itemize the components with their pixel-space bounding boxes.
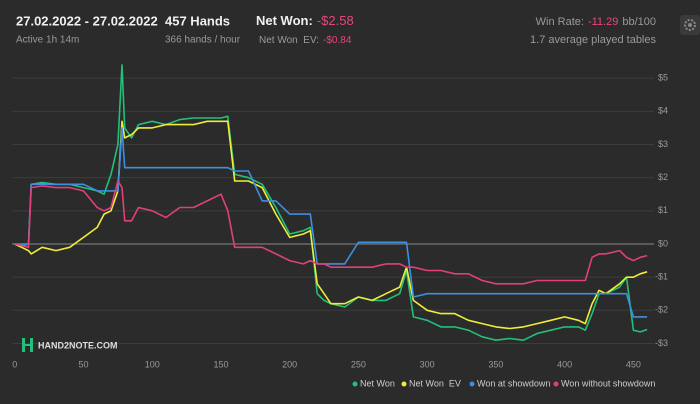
- legend-dot: [352, 381, 358, 387]
- net-won-ev-label: Net Won EV:: [259, 35, 319, 46]
- x-tick-label: 0: [12, 359, 17, 369]
- legend-label: Won at showdown: [477, 378, 550, 388]
- active-time: Active 1h 14m: [16, 35, 79, 46]
- logo-mark: [22, 344, 33, 346]
- legend-label: Net Won: [360, 378, 395, 388]
- watermark: HAND2NOTE.COM: [38, 340, 118, 350]
- win-rate-value: -11.29: [588, 16, 618, 28]
- series-line: [14, 120, 648, 330]
- settings-button[interactable]: [680, 15, 700, 35]
- y-tick-label: $2: [658, 172, 668, 182]
- x-tick-label: 200: [282, 359, 297, 369]
- stat: Win Rate: -11.29 bb/100: [536, 16, 656, 28]
- net-won-value: -$2.58: [317, 13, 354, 28]
- y-tick-label: -$3: [655, 338, 668, 348]
- tables: 1.7 average played tables: [530, 34, 656, 46]
- x-tick-label: 450: [626, 359, 641, 369]
- hands: 457 Hands: [165, 13, 230, 28]
- series-line: [14, 64, 648, 341]
- x-tick-label: 50: [78, 359, 88, 369]
- gear-hub[interactable]: [688, 23, 692, 27]
- hands-per-hour: 366 hands / hour: [165, 35, 241, 46]
- stat: Net Won EV: -$0.84: [259, 35, 352, 46]
- win-rate-unit: bb/100: [622, 16, 656, 28]
- y-tick-label: $1: [658, 205, 668, 215]
- y-tick-label: -$2: [655, 305, 668, 315]
- legend-dot: [401, 381, 407, 387]
- date-range: 27.02.2022 - 27.02.2022: [16, 13, 158, 28]
- y-tick-label: -$1: [655, 272, 668, 282]
- y-tick-label: $5: [658, 73, 668, 83]
- x-tick-label: 300: [420, 359, 435, 369]
- x-tick-label: 350: [488, 359, 503, 369]
- legend-dot: [553, 381, 559, 387]
- net-won-label: Net Won:: [256, 13, 313, 28]
- x-tick-label: 400: [557, 359, 572, 369]
- legend-dot: [469, 381, 475, 387]
- x-tick-label: 250: [351, 359, 366, 369]
- gear-icon[interactable]: [684, 19, 696, 31]
- y-tick-label: $3: [658, 139, 668, 149]
- x-tick-label: 150: [213, 359, 228, 369]
- series-line: [14, 180, 648, 285]
- win-rate-label: Win Rate:: [536, 16, 584, 28]
- logo: HAND2NOTE.COM: [22, 338, 118, 352]
- y-tick-label: $4: [658, 106, 668, 116]
- y-tick-label: $0: [658, 238, 668, 248]
- stat: Net Won: -$2.58: [256, 13, 354, 28]
- legend-label: Won without showdown: [561, 378, 655, 388]
- x-tick-label: 100: [145, 359, 160, 369]
- legend-label: Net Won EV: [409, 378, 461, 388]
- net-won-ev-value: -$0.84: [323, 35, 352, 46]
